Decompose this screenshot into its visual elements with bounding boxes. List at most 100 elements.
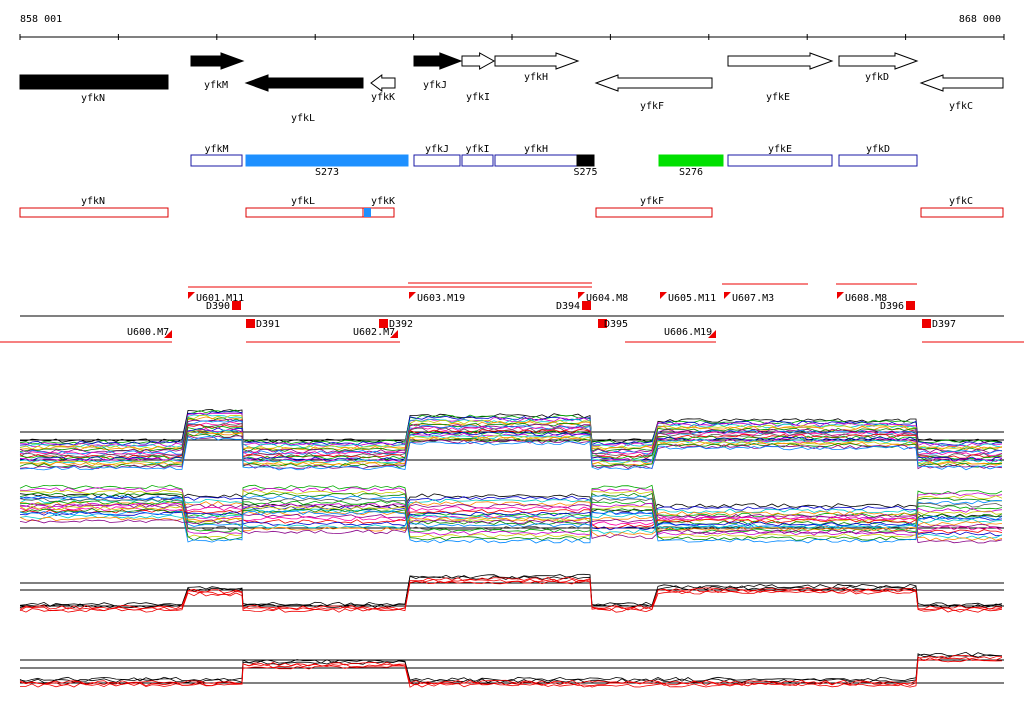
segment-label: yfkE bbox=[768, 144, 792, 155]
expression-trace bbox=[19, 500, 1003, 533]
antisense-label: yfkC bbox=[949, 196, 973, 207]
antisense-box bbox=[19, 207, 169, 218]
shift-label: U602.M7 bbox=[353, 327, 395, 338]
axis-end: 868 000 bbox=[959, 14, 1001, 25]
expression-trace bbox=[19, 433, 1003, 468]
shift-label: U607.M3 bbox=[732, 293, 774, 304]
gene-label: yfkH bbox=[524, 72, 548, 83]
segment bbox=[190, 154, 243, 167]
segment-label: yfkM bbox=[204, 144, 228, 155]
gene-label: yfkD bbox=[865, 72, 889, 83]
expression-trace bbox=[19, 579, 1003, 613]
expression-trace bbox=[20, 657, 1003, 688]
segment bbox=[494, 154, 578, 167]
antisense-box bbox=[920, 207, 1004, 218]
gene-arrow bbox=[461, 52, 496, 70]
expression-trace bbox=[19, 501, 1003, 526]
shift-flag bbox=[837, 292, 844, 299]
break-label: D390 bbox=[206, 301, 230, 312]
shift-flag bbox=[660, 292, 667, 299]
expression-trace bbox=[19, 651, 1003, 682]
antisense-label: yfkN bbox=[81, 196, 105, 207]
segment-label: S275 bbox=[573, 167, 597, 178]
antisense-box bbox=[595, 207, 713, 218]
segment bbox=[413, 154, 461, 167]
gene-label: yfkI bbox=[466, 92, 490, 103]
shift-flag bbox=[578, 292, 585, 299]
gene-label: yfkC bbox=[949, 101, 973, 112]
gene-arrow bbox=[594, 74, 713, 92]
shift-label: U606.M19 bbox=[664, 327, 712, 338]
expression-trace bbox=[19, 654, 1003, 685]
shift-flag bbox=[724, 292, 731, 299]
shift-flag bbox=[708, 330, 716, 338]
antisense-label: yfkL bbox=[291, 196, 315, 207]
segment-label: yfkJ bbox=[425, 144, 449, 155]
expression-trace bbox=[19, 653, 1003, 684]
break-label: D395 bbox=[604, 319, 628, 330]
segment bbox=[245, 154, 409, 167]
expression-trace bbox=[19, 498, 1003, 524]
gene-arrow bbox=[413, 52, 463, 70]
shift-label: U608.M8 bbox=[845, 293, 887, 304]
antisense-box bbox=[362, 207, 395, 218]
segment-label: yfkH bbox=[524, 144, 548, 155]
segment bbox=[838, 154, 918, 167]
shift-label: U605.M11 bbox=[668, 293, 716, 304]
segment-label: yfkD bbox=[866, 144, 890, 155]
shift-label: U603.M19 bbox=[417, 293, 465, 304]
expression-trace bbox=[19, 519, 1003, 544]
gene-label: yfkL bbox=[291, 113, 315, 124]
break-mark bbox=[582, 301, 591, 310]
expression-trace bbox=[19, 425, 1003, 461]
expression-trace bbox=[19, 510, 1003, 544]
expression-trace bbox=[19, 408, 1003, 444]
break-mark bbox=[232, 301, 241, 310]
break-mark bbox=[906, 301, 915, 310]
break-label: D394 bbox=[556, 301, 580, 312]
expression-trace bbox=[19, 493, 1003, 519]
gene-arrow bbox=[19, 74, 169, 90]
shift-label: U601.M11 bbox=[196, 293, 244, 304]
expression-trace bbox=[19, 506, 1003, 531]
break-label: D391 bbox=[256, 319, 280, 330]
shift-flag bbox=[188, 292, 195, 299]
break-label: D392 bbox=[389, 319, 413, 330]
antisense-label: yfkK bbox=[371, 196, 395, 207]
gene-arrow bbox=[244, 74, 364, 92]
shift-label: U604.M8 bbox=[586, 293, 628, 304]
segment bbox=[576, 154, 595, 167]
gene-label: yfkN bbox=[81, 93, 105, 104]
gene-label: yfkE bbox=[766, 92, 790, 103]
gene-arrow bbox=[727, 52, 834, 70]
gene-label: yfkM bbox=[204, 80, 228, 91]
axis-start: 858 001 bbox=[20, 14, 62, 25]
expression-trace bbox=[19, 417, 1003, 453]
gene-arrow bbox=[370, 74, 396, 92]
expression-trace bbox=[19, 495, 1003, 528]
segment-label: yfkI bbox=[465, 144, 489, 155]
segment bbox=[727, 154, 833, 167]
expression-trace bbox=[19, 416, 1003, 451]
gene-arrow bbox=[494, 52, 580, 70]
shift-flag bbox=[164, 330, 172, 338]
break-label: D397 bbox=[932, 319, 956, 330]
gene-label: yfkK bbox=[371, 92, 395, 103]
expression-trace bbox=[19, 514, 1003, 539]
expression-trace bbox=[19, 508, 1003, 534]
gene-arrow bbox=[190, 52, 245, 70]
segment-label: S276 bbox=[679, 167, 703, 178]
expression-trace bbox=[19, 492, 1003, 526]
antisense-mark bbox=[364, 208, 371, 217]
antisense-box bbox=[245, 207, 364, 218]
expression-trace bbox=[19, 435, 1003, 471]
gene-label: yfkF bbox=[640, 101, 664, 112]
break-mark bbox=[922, 319, 931, 328]
segment bbox=[658, 154, 724, 167]
break-label: D396 bbox=[880, 301, 904, 312]
gene-label: yfkJ bbox=[423, 80, 447, 91]
break-mark bbox=[246, 319, 255, 328]
gene-arrow bbox=[919, 74, 1004, 92]
expression-trace bbox=[19, 508, 1003, 541]
